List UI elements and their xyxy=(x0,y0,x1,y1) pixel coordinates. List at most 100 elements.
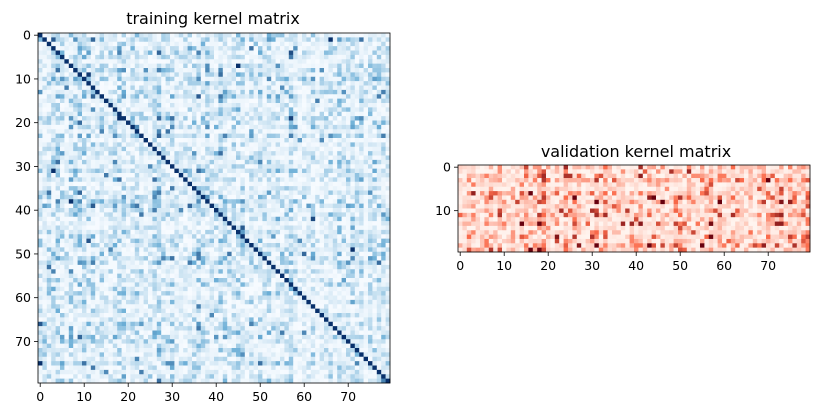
heatmap-cell xyxy=(183,116,188,121)
heatmap-cell xyxy=(161,286,166,292)
heatmap-cell xyxy=(183,229,188,235)
heatmap-cell xyxy=(86,138,92,143)
heatmap-cell xyxy=(60,76,65,82)
heatmap-cell xyxy=(209,282,215,288)
heatmap-cell xyxy=(227,177,232,183)
heatmap-cell xyxy=(240,269,246,274)
heatmap-cell xyxy=(130,37,136,43)
heatmap-cell xyxy=(275,238,281,244)
heatmap-cell xyxy=(178,177,184,183)
heatmap-cell xyxy=(328,59,334,64)
heatmap-cell xyxy=(302,72,307,78)
heatmap-cell xyxy=(183,46,188,51)
heatmap-cell xyxy=(222,177,228,183)
heatmap-cell xyxy=(222,299,228,305)
heatmap-cell xyxy=(152,299,158,305)
heatmap-cell xyxy=(222,124,228,130)
heatmap-cell xyxy=(117,229,122,235)
heatmap-cell xyxy=(385,291,391,296)
heatmap-cell xyxy=(152,229,158,235)
heatmap-cell xyxy=(258,50,263,56)
heatmap-cell xyxy=(99,225,105,231)
heatmap-cell xyxy=(324,33,329,38)
heatmap-cell xyxy=(359,41,364,47)
heatmap-cell xyxy=(200,212,206,218)
heatmap-cell xyxy=(55,168,61,174)
heatmap-cell xyxy=(271,89,276,95)
heatmap-cell xyxy=(209,129,215,134)
heatmap-cell xyxy=(77,133,83,139)
heatmap-cell xyxy=(196,111,202,117)
heatmap-cell xyxy=(306,146,312,152)
heatmap-cell xyxy=(95,216,100,222)
heatmap-cell xyxy=(139,256,144,261)
heatmap-cell xyxy=(152,247,158,253)
heatmap-cell xyxy=(381,269,386,274)
heatmap-cell xyxy=(152,89,158,95)
heatmap-cell xyxy=(156,238,162,244)
heatmap-cell xyxy=(126,243,131,248)
heatmap-cell xyxy=(148,133,153,139)
heatmap-cell xyxy=(359,138,364,143)
heatmap-cell xyxy=(275,41,281,47)
heatmap-cell xyxy=(178,251,184,257)
heatmap-cell xyxy=(134,221,140,226)
heatmap-cell xyxy=(337,221,342,226)
heatmap-cell xyxy=(77,63,83,69)
heatmap-cell xyxy=(315,54,320,60)
heatmap-cell xyxy=(156,299,162,305)
heatmap-cell xyxy=(231,164,237,169)
heatmap-cell xyxy=(64,251,70,257)
heatmap-cell xyxy=(288,133,294,139)
heatmap-cell xyxy=(315,190,320,196)
heatmap-cell xyxy=(297,72,303,78)
heatmap-cell xyxy=(51,269,56,274)
heatmap-cell xyxy=(170,186,175,191)
heatmap-cell xyxy=(86,76,92,82)
heatmap-cell xyxy=(86,304,92,309)
heatmap-cell xyxy=(354,85,360,91)
heatmap-cell xyxy=(51,103,56,108)
heatmap-cell xyxy=(126,208,131,213)
heatmap-cell xyxy=(95,190,100,196)
heatmap-cell xyxy=(152,72,158,78)
heatmap-cell xyxy=(86,63,92,69)
heatmap-cell xyxy=(183,234,188,239)
heatmap-cell xyxy=(337,124,342,130)
heatmap-cell xyxy=(372,282,378,288)
heatmap-cell xyxy=(156,133,162,139)
heatmap-cell xyxy=(192,203,197,209)
heatmap-cell xyxy=(121,286,127,292)
heatmap-cell xyxy=(337,68,342,73)
heatmap-cell xyxy=(143,46,149,51)
heatmap-cell xyxy=(152,98,158,104)
heatmap-cell xyxy=(38,234,43,239)
heatmap-cell xyxy=(178,164,184,169)
heatmap-cell xyxy=(306,41,312,47)
heatmap-cell xyxy=(297,256,303,261)
heatmap-cell xyxy=(196,89,202,95)
heatmap-cell xyxy=(104,282,109,288)
heatmap-cell xyxy=(376,190,382,196)
heatmap-cell xyxy=(200,46,206,51)
heatmap-cell xyxy=(51,63,56,69)
heatmap-cell xyxy=(231,208,237,213)
heatmap-cell xyxy=(293,278,298,283)
heatmap-cell xyxy=(192,304,197,309)
heatmap-cell xyxy=(218,229,224,235)
heatmap-cell xyxy=(236,103,241,108)
heatmap-cell xyxy=(187,229,193,235)
heatmap-cell xyxy=(170,159,175,165)
heatmap-cell xyxy=(55,120,61,126)
heatmap-cell xyxy=(262,89,268,95)
heatmap-cell xyxy=(332,251,338,257)
heatmap-cell xyxy=(205,37,210,43)
heatmap-cell xyxy=(161,103,166,108)
heatmap-cell xyxy=(319,295,325,301)
heatmap-cell xyxy=(297,291,303,296)
heatmap-cell xyxy=(112,107,118,113)
heatmap-cell xyxy=(55,238,61,244)
heatmap-cell xyxy=(350,85,356,91)
heatmap-cell xyxy=(236,203,241,209)
heatmap-cell xyxy=(319,33,325,38)
